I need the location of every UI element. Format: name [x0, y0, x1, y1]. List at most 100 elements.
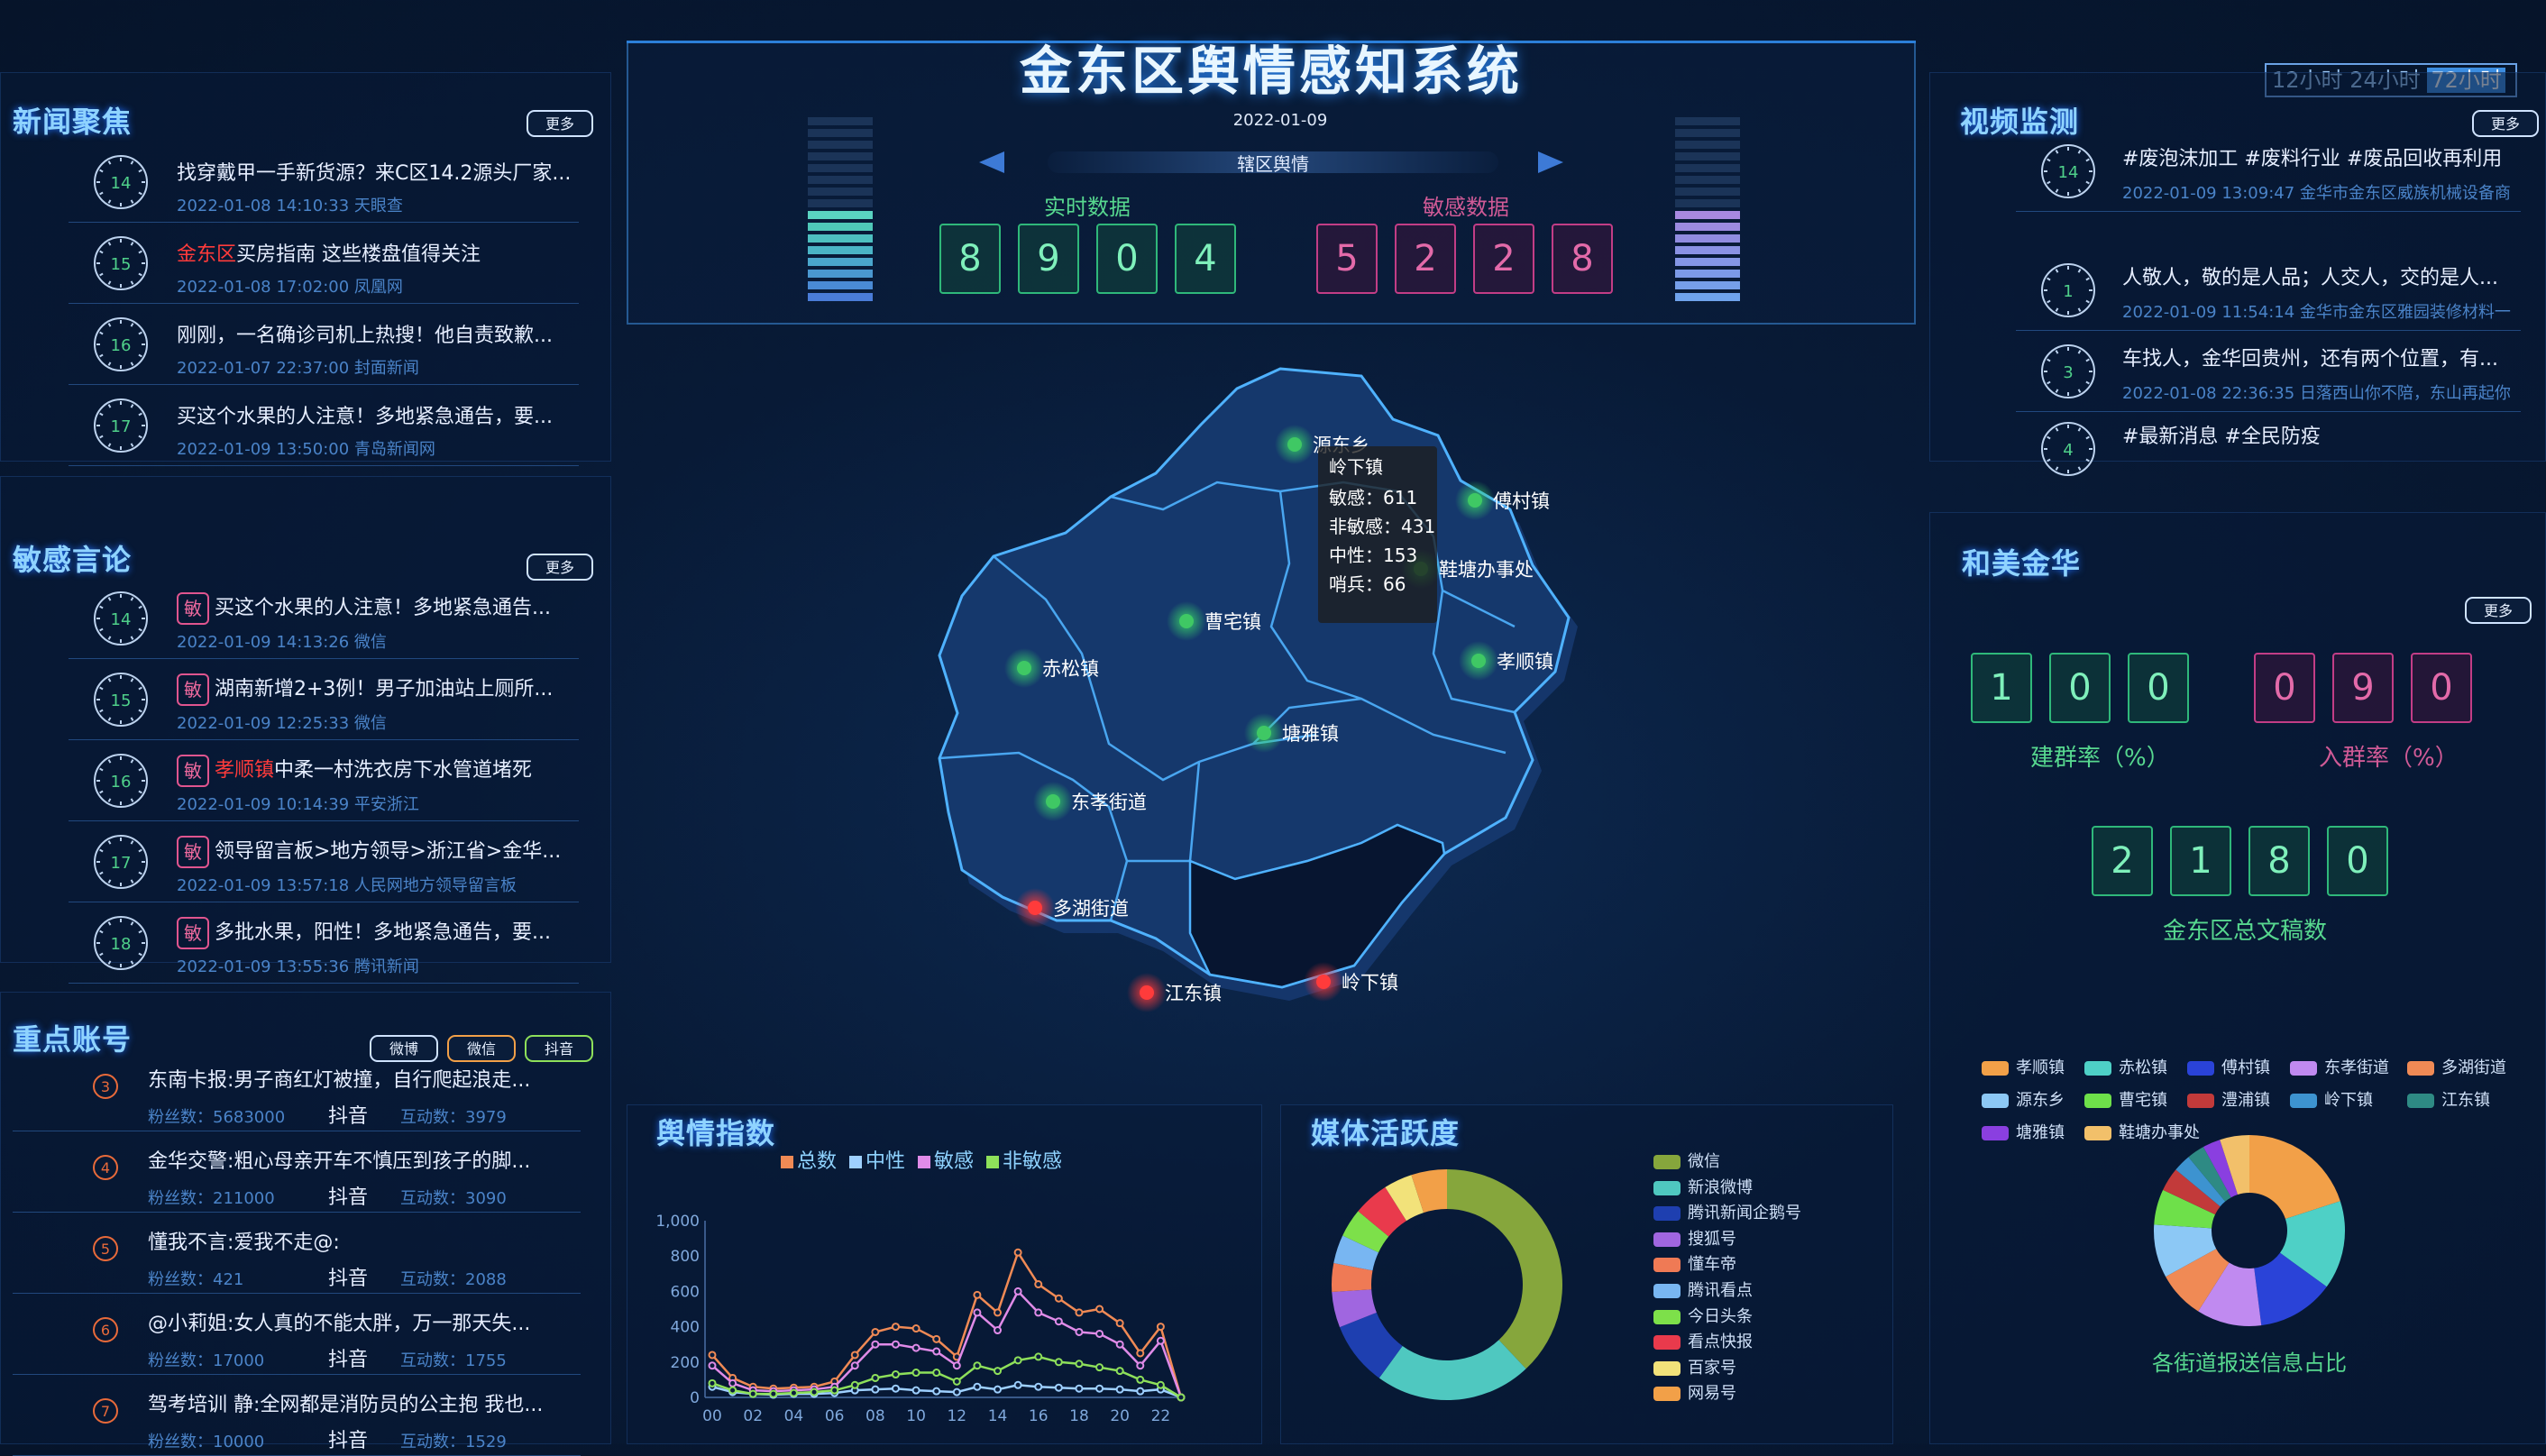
pie-slice-0[interactable]	[2249, 1135, 2340, 1220]
next-arrow-icon[interactable]	[1538, 151, 1563, 173]
news-item-title[interactable]: 刚刚，一名确诊司机上热搜！他自责致歉...	[177, 319, 553, 348]
sensitive-item-title[interactable]: 敏买这个水果的人注意！多地紧急通告...	[177, 591, 551, 625]
pie-slice-11[interactable]	[2220, 1135, 2249, 1195]
pie-slice-2[interactable]	[1339, 1312, 1403, 1378]
series-point	[994, 1385, 1003, 1394]
account-item-title[interactable]: 金华交警:粗心母亲开车不慎压到孩子的脚...	[148, 1150, 531, 1173]
video-item-title[interactable]: 车找人，金华回贵州，还有两个位置，有...	[2122, 348, 2498, 371]
pie-slice-9[interactable]	[1411, 1169, 1447, 1213]
legend-item[interactable]: 总数	[781, 1150, 837, 1173]
account-item-title[interactable]: 东南卡报:男子商红灯被撞，自行爬起浪走...	[148, 1069, 531, 1092]
media-legend-item[interactable]: 搜狐号	[1653, 1226, 1736, 1250]
sensitive-item-title[interactable]: 敏领导留言板>地方领导>浙江省>金华...	[177, 835, 561, 868]
street-legend-item[interactable]: 东孝街道	[2290, 1055, 2389, 1078]
legend-item[interactable]: 中性	[849, 1150, 905, 1173]
media-legend-item[interactable]: 今日头条	[1653, 1304, 1753, 1327]
map-marker-4[interactable]: 曹宅镇	[1167, 601, 1261, 641]
legend-label: 岭下镇	[2324, 1091, 2373, 1110]
street-legend-item[interactable]: 多湖街道	[2407, 1055, 2506, 1078]
media-legend-item[interactable]: 腾讯新闻企鹅号	[1653, 1200, 1801, 1223]
news-more-button[interactable]: 更多	[527, 110, 593, 137]
street-legend-item[interactable]: 澧浦镇	[2187, 1087, 2270, 1111]
map-marker-2[interactable]: 傅村镇	[1455, 481, 1550, 520]
prev-arrow-icon[interactable]	[979, 151, 1004, 173]
hemei-title: 和美金华	[1962, 546, 2082, 581]
legend-swatch	[1653, 1180, 1681, 1195]
clock-icon: 16	[94, 754, 148, 808]
pie-slice-4[interactable]	[2166, 1249, 2230, 1312]
pie-slice-8[interactable]	[1385, 1175, 1424, 1222]
tab-wechat[interactable]: 微信	[447, 1035, 516, 1062]
svg-text:15: 15	[111, 255, 132, 274]
pie-slice-1[interactable]	[2279, 1201, 2345, 1287]
news-item-title[interactable]: 金东区买房指南 这些楼盘值得关注	[177, 238, 481, 267]
map-marker-11[interactable]: 岭下镇	[1304, 962, 1398, 1002]
map-marker-5[interactable]: 赤松镇	[1004, 648, 1099, 688]
map-marker-7[interactable]: 塘雅镇	[1244, 713, 1339, 753]
map-marker-10[interactable]: 江东镇	[1127, 973, 1222, 1012]
street-legend-item[interactable]: 傅村镇	[2187, 1055, 2270, 1078]
street-legend-item[interactable]: 岭下镇	[2290, 1087, 2373, 1111]
media-legend-item[interactable]: 看点快报	[1653, 1329, 1753, 1352]
row-divider	[2016, 211, 2521, 212]
pie-slice-0[interactable]	[1447, 1169, 1562, 1369]
total-digit: 1	[2170, 826, 2231, 896]
video-item-title[interactable]: #最新消息 #全民防疫	[2122, 426, 2321, 448]
street-legend-item[interactable]: 赤松镇	[2084, 1055, 2167, 1078]
tab-douyin[interactable]: 抖音	[525, 1035, 593, 1062]
pie-slice-2[interactable]	[2254, 1252, 2327, 1326]
pie-slice-6[interactable]	[2154, 1189, 2215, 1229]
video-item-title[interactable]: 人敬人，敬的是人品；人交人，交的是人...	[2122, 267, 2498, 289]
street-legend-item[interactable]: 鞋塘办事处	[2084, 1120, 2200, 1143]
map-marker-9[interactable]: 多湖街道	[1015, 888, 1129, 928]
pie-slice-10[interactable]	[2203, 1140, 2239, 1198]
pie-slice-5[interactable]	[2154, 1224, 2217, 1277]
media-legend-item[interactable]: 新浪微博	[1653, 1175, 1753, 1198]
join-rate-label: 入群率（%）	[2319, 745, 2459, 772]
pie-slice-7[interactable]	[2163, 1169, 2221, 1215]
sensitive-item-title[interactable]: 敏孝顺镇中柔一村洗衣房下水管道堵死	[177, 754, 532, 787]
street-legend-item[interactable]: 江东镇	[2407, 1087, 2490, 1111]
pie-slice-8[interactable]	[2175, 1157, 2226, 1207]
street-legend-item[interactable]: 源东乡	[1982, 1087, 2065, 1111]
legend-item[interactable]: 非敏感	[986, 1150, 1062, 1173]
sensitive-title-text: 买这个水果的人注意！多地紧急通告...	[215, 597, 551, 619]
street-legend-item[interactable]: 曹宅镇	[2084, 1087, 2167, 1111]
media-legend-item[interactable]: 微信	[1653, 1149, 1720, 1172]
street-pie-title: 各街道报送信息占比	[2152, 1351, 2347, 1376]
video-item-title[interactable]: #废泡沫加工 #废料行业 #废品回收再利用	[2122, 148, 2503, 170]
hemei-more-button[interactable]: 更多	[2465, 597, 2532, 624]
sensitive-item-title[interactable]: 敏多批水果，阳性！多地紧急通告，要...	[177, 916, 551, 949]
media-legend-item[interactable]: 懂车帝	[1653, 1251, 1736, 1275]
map-marker-6[interactable]: 孝顺镇	[1459, 641, 1553, 681]
pie-slice-1[interactable]	[1378, 1340, 1526, 1400]
street-legend-item[interactable]: 塘雅镇	[1982, 1120, 2065, 1143]
legend-item[interactable]: 敏感	[918, 1150, 974, 1173]
pie-slice-3[interactable]	[1332, 1289, 1377, 1328]
street-legend-item[interactable]: 孝顺镇	[1982, 1055, 2065, 1078]
y-tick-label: 400	[671, 1319, 700, 1337]
media-legend-item[interactable]: 网易号	[1653, 1380, 1736, 1404]
series-point	[1034, 1308, 1043, 1317]
account-item-title[interactable]: @小莉姐:女人真的不能太胖，万一那天失...	[148, 1313, 531, 1335]
pie-slice-4[interactable]	[1332, 1263, 1373, 1293]
pie-slice-9[interactable]	[2188, 1147, 2231, 1202]
media-legend-item[interactable]: 百家号	[1653, 1355, 1736, 1378]
news-item-title[interactable]: 买这个水果的人注意！多地紧急通告，要...	[177, 400, 553, 429]
pie-slice-7[interactable]	[1358, 1186, 1406, 1237]
map-marker-8[interactable]: 东孝街道	[1033, 782, 1147, 821]
tooltip-line: 中性：153	[1329, 545, 1417, 566]
pie-slice-3[interactable]	[2198, 1262, 2262, 1326]
tab-weibo[interactable]: 微博	[370, 1035, 438, 1062]
video-more-button[interactable]: 更多	[2472, 110, 2539, 137]
account-item-title[interactable]: 驾考培训 静:全网都是消防员的公主抱 我也...	[148, 1394, 544, 1416]
account-item-title[interactable]: 懂我不言:爱我不走@:	[148, 1232, 340, 1254]
news-item-title[interactable]: 找穿戴甲一手新货源？来C区14.2源头厂家...	[177, 157, 571, 186]
pie-slice-6[interactable]	[1342, 1211, 1389, 1253]
clock-icon: 14	[94, 155, 148, 209]
sensitive-item-title[interactable]: 敏湖南新增2+3例！男子加油站上厕所...	[177, 673, 553, 706]
pie-slice-5[interactable]	[1333, 1235, 1378, 1271]
sensitive-more-button[interactable]: 更多	[527, 554, 593, 581]
media-legend-item[interactable]: 腾讯看点	[1653, 1277, 1753, 1301]
series-point	[1136, 1387, 1145, 1396]
